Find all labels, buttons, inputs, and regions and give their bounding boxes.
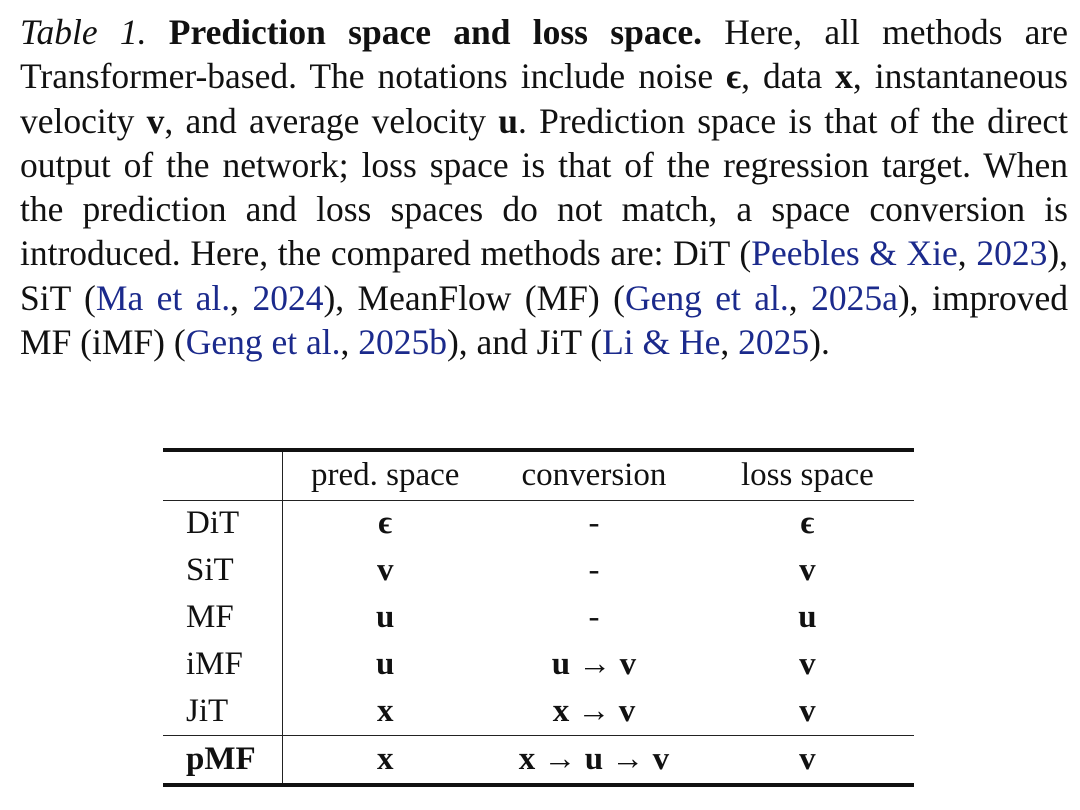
pred-space-cell: x — [376, 740, 394, 777]
pred-space-cell: ϵ — [378, 505, 393, 542]
loss-space-cell: v — [799, 552, 816, 588]
caption-text: ), improved MF (iMF) ( — [20, 277, 1069, 363]
method-name: pMF — [163, 735, 284, 785]
table-row: DiT ϵ - ϵ — [163, 500, 914, 547]
caption-text: ), MeanFlow (MF) ( — [323, 277, 625, 318]
header-loss-space: loss space — [740, 457, 874, 494]
conversion-cell: u → v — [551, 646, 637, 682]
conversion-cell: x → v — [552, 692, 636, 729]
loss-space-cell: v — [799, 692, 816, 729]
citation-link[interactable]: 2025 — [738, 322, 810, 363]
caption-text: , and average velocity — [164, 100, 499, 141]
pred-space-cell: u — [376, 646, 395, 682]
symbol-noise: ϵ — [726, 56, 742, 97]
citation-link[interactable]: 2025b — [358, 322, 447, 363]
loss-space-cell: v — [799, 646, 816, 682]
citation-separator: , — [230, 277, 253, 318]
citation-separator: , — [720, 322, 739, 363]
comparison-table: pred. space conversion loss space DiT ϵ … — [163, 448, 914, 787]
symbol-velocity: v — [146, 100, 165, 141]
caption-label: Table 1. — [20, 12, 147, 52]
caption-text: ). — [809, 322, 830, 363]
conversion-cell: - — [588, 599, 600, 635]
method-name: SiT — [163, 547, 284, 594]
method-name: MF — [163, 594, 284, 641]
conversion-cell: x → u → v — [518, 740, 670, 777]
conversion-cell: - — [588, 552, 600, 588]
table-row: iMF u u → v v — [163, 641, 914, 688]
caption-text: , instantaneous velocity — [20, 56, 1068, 141]
caption-text: ), and JiT ( — [446, 322, 603, 363]
citation-link[interactable]: Peebles & Xie — [751, 233, 958, 274]
citation-link[interactable]: 2024 — [252, 277, 324, 318]
method-name: JiT — [163, 688, 284, 735]
loss-space-cell: v — [799, 740, 816, 777]
symbol-avg-velocity: u — [498, 100, 518, 141]
citation-link[interactable]: 2023 — [976, 233, 1048, 274]
header-corner — [163, 450, 284, 500]
citation-separator: , — [340, 322, 359, 363]
header-pred-space: pred. space — [311, 457, 460, 494]
conversion-cell: - — [588, 505, 600, 542]
table-row: JiT x x → v v — [163, 688, 914, 735]
table-row-highlight: pMF x x → u → v v — [163, 735, 914, 785]
loss-space-cell: ϵ — [800, 505, 815, 542]
caption-heading: Prediction space and loss space. — [168, 12, 702, 52]
loss-space-cell: u — [798, 599, 817, 635]
table-caption: Table 1. Prediction space and loss space… — [20, 10, 1068, 364]
method-name: iMF — [163, 641, 284, 688]
caption-text: Here, all methods are Transformer-based.… — [20, 12, 1068, 97]
citation-link[interactable]: Ma et al. — [95, 277, 231, 318]
table-row: SiT v - v — [163, 547, 914, 594]
caption-text: ), SiT ( — [20, 233, 1069, 318]
header-conversion: conversion — [521, 457, 667, 494]
citation-separator: , — [957, 233, 977, 274]
method-name: DiT — [163, 500, 284, 547]
symbol-data: x — [835, 56, 853, 97]
citation-separator: , — [788, 277, 812, 318]
citation-link[interactable]: Li & He — [602, 322, 721, 363]
citation-link[interactable]: 2025a — [811, 277, 898, 318]
pred-space-cell: v — [376, 552, 394, 588]
table-row: MF u - u — [163, 594, 914, 641]
pred-space-cell: x — [376, 692, 394, 729]
caption-text: . Prediction space is that of the direct… — [20, 100, 1068, 274]
table-header-row: pred. space conversion loss space — [163, 450, 914, 500]
citation-link[interactable]: Geng et al. — [185, 322, 341, 363]
citation-link[interactable]: Geng et al. — [624, 277, 789, 318]
caption-text: , data — [741, 56, 836, 97]
pred-space-cell: u — [376, 599, 395, 635]
